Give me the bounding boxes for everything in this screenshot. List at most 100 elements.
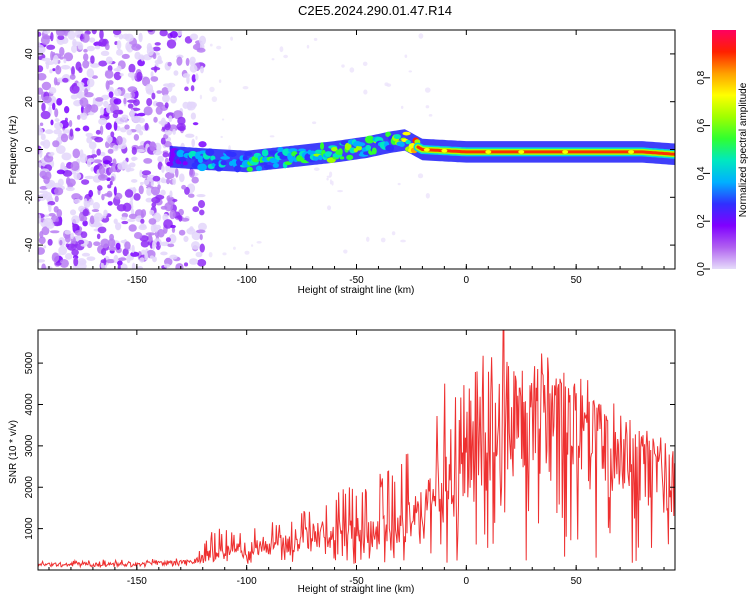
noise-speckle [113,186,117,196]
noise-speckle [157,228,165,238]
noise-speckle [161,86,169,96]
noise-speckle [256,240,262,244]
noise-speckle [38,72,47,81]
ridge-blob [405,140,411,145]
noise-speckle [38,31,42,37]
spectrogram-xtick-label: 0 [464,275,470,286]
noise-speckle [216,45,222,50]
noise-speckle [251,244,254,247]
noise-speckle [116,135,123,145]
colorbar-bar [712,30,736,269]
noise-speckle [56,65,60,70]
noise-speckle [397,182,401,186]
noise-speckle [156,102,164,108]
noise-speckle [196,47,206,53]
noise-speckle [105,258,116,264]
noise-speckle [124,241,131,250]
noise-speckle [41,81,52,91]
snr-xtick-label: 0 [464,576,470,587]
noise-speckle [131,146,137,155]
noise-speckle [167,243,175,248]
noise-speckle [40,110,51,120]
noise-speckle [107,201,113,206]
noise-speckle [82,59,90,69]
noise-speckle [150,76,159,82]
noise-speckle [269,135,275,138]
noise-speckle [162,213,169,222]
noise-speckle [140,240,150,248]
noise-speckle [71,45,78,53]
noise-speckle [209,86,215,93]
noise-speckle [86,136,93,144]
noise-speckle [176,122,186,131]
ridge-blob [399,142,405,147]
noise-speckle [155,224,162,230]
noise-speckle [145,197,153,203]
noise-speckle [172,128,176,135]
snr-xtick-label: -150 [127,576,147,587]
noise-speckle [133,231,143,240]
noise-speckle [104,43,110,51]
noise-speckle [53,77,58,86]
ridge-hotspot [441,148,448,153]
noise-speckle [40,35,50,46]
noise-speckle [52,221,63,227]
noise-speckle [140,218,145,224]
noise-speckle [78,262,87,269]
noise-speckle [65,177,71,186]
noise-speckle [283,54,289,59]
noise-speckle [128,63,136,73]
noise-speckle [164,171,175,180]
noise-speckle [91,75,98,79]
noise-speckle [63,52,74,62]
noise-speckle [115,117,126,125]
noise-speckle [101,248,107,256]
noise-speckle [145,83,154,94]
noise-speckle [186,227,196,235]
noise-speckle [89,215,95,225]
noise-speckle [61,152,72,161]
noise-speckle [108,167,114,174]
noise-speckle [146,46,154,56]
snr-xtick-label: -100 [237,576,257,587]
noise-speckle [95,97,104,102]
noise-speckle [52,140,60,148]
noise-speckle [191,138,196,148]
noise-speckle [168,124,178,132]
noise-speckle [99,151,106,157]
noise-speckle [40,141,45,146]
noise-speckle [198,141,207,148]
noise-speckle [83,53,89,62]
noise-speckle [71,66,75,77]
noise-speckle [55,262,62,266]
noise-speckle [192,206,200,213]
noise-speckle [55,30,66,37]
noise-speckle [56,209,63,218]
noise-speckle [149,141,156,147]
snr-ytick-label: 3000 [24,434,35,457]
noise-speckle [147,30,154,33]
ridge-blob [263,164,273,170]
noise-speckle [146,187,152,196]
noise-speckle [54,122,64,130]
noise-speckle [150,181,155,186]
ridge-blob [318,154,323,161]
noise-speckle [169,190,173,198]
snr-ylabel: SNR (10 * v/v) [8,420,19,484]
noise-speckle [230,36,234,41]
snr-xtick-label: -50 [349,576,364,587]
noise-speckle [208,251,213,258]
noise-speckle [105,56,113,65]
noise-speckle [57,35,65,41]
noise-speckle [343,249,348,254]
ridge-blob [261,149,269,157]
noise-speckle [404,54,408,58]
noise-speckle [366,236,370,242]
noise-speckle [64,233,71,243]
noise-speckle [153,116,158,123]
ridge-blob [220,156,231,160]
noise-speckle [159,30,168,37]
noise-speckle [128,224,137,232]
noise-speckle [113,71,122,81]
